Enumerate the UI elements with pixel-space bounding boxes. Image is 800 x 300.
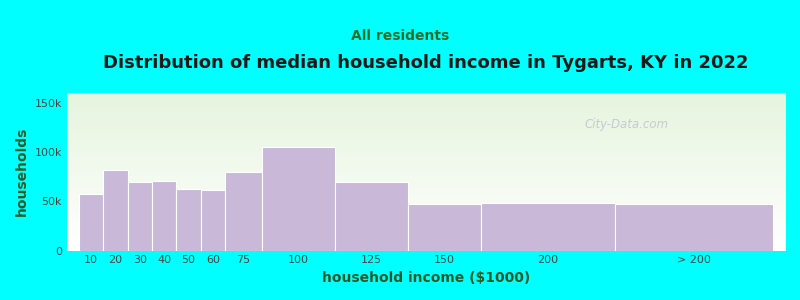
- Bar: [103, 170, 128, 250]
- Bar: [481, 203, 614, 250]
- Bar: [79, 194, 103, 250]
- Text: City-Data.com: City-Data.com: [585, 118, 669, 131]
- Text: All residents: All residents: [351, 29, 449, 43]
- Bar: [614, 204, 773, 250]
- X-axis label: household income ($1000): household income ($1000): [322, 271, 530, 285]
- Bar: [177, 188, 201, 250]
- Title: Distribution of median household income in Tygarts, KY in 2022: Distribution of median household income …: [103, 54, 749, 72]
- Bar: [262, 147, 334, 250]
- Bar: [225, 172, 262, 250]
- Bar: [152, 181, 177, 250]
- Bar: [128, 182, 152, 250]
- Bar: [334, 182, 408, 250]
- Y-axis label: households: households: [15, 127, 29, 217]
- Bar: [201, 190, 225, 250]
- Bar: [408, 204, 481, 250]
